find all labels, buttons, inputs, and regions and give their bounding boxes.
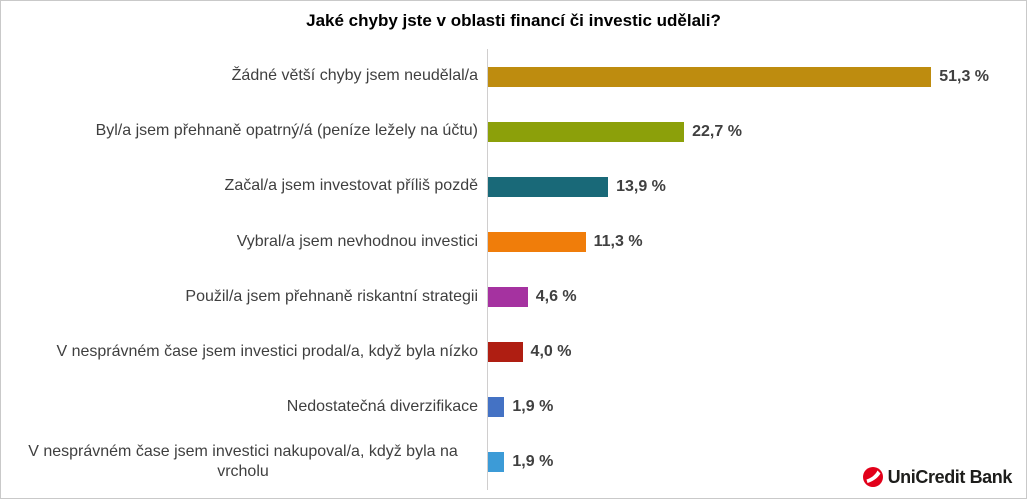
bar-zone: 11,3 %	[487, 214, 1026, 270]
bar	[488, 287, 528, 308]
category-label: Nedostatečná diverzifikace	[286, 397, 478, 415]
value-label: 4,6 %	[535, 288, 577, 306]
bar-row: Byl/a jsem přehnaně opatrný/á (peníze le…	[1, 104, 1026, 160]
value-label: 1,9 %	[512, 453, 554, 471]
bar-zone: 4,0 %	[487, 324, 1026, 380]
category-label: Byl/a jsem přehnaně opatrný/á (peníze le…	[95, 122, 478, 140]
category-cell: V nesprávném čase jsem investici nakupov…	[1, 442, 487, 484]
category-cell: Vybral/a jsem nevhodnou investici	[1, 232, 487, 253]
category-cell: Začal/a jsem investovat příliš pozdě	[1, 176, 487, 197]
value-label: 51,3 %	[939, 67, 990, 85]
bar-row: Vybral/a jsem nevhodnou investici 11,3 %	[1, 214, 1026, 270]
chart-title: Jaké chyby jste v oblasti financí či inv…	[306, 11, 721, 30]
bar	[488, 66, 932, 87]
bar-zone: 22,7 %	[487, 104, 1026, 160]
bar-zone: 1,9 %	[487, 379, 1026, 435]
bar	[488, 121, 685, 142]
category-cell: Nedostatečná diverzifikace	[1, 397, 487, 418]
bar-zone: 4,6 %	[487, 269, 1026, 325]
bar-row: Začal/a jsem investovat příliš pozdě 13,9…	[1, 159, 1026, 215]
bar-zone: 51,3 %	[487, 49, 1026, 105]
bar-rows: Žádné větší chyby jsem neudělal/a 51,3 % B…	[1, 49, 1026, 490]
bar-row: Nedostatečná diverzifikace 1,9 %	[1, 379, 1026, 435]
value-label: 11,3 %	[593, 232, 643, 250]
unicredit-logo-text: UniCredit Bank	[887, 466, 1013, 487]
value-label: 13,9 %	[616, 177, 666, 195]
category-cell: Žádné větší chyby jsem neudělal/a	[1, 66, 487, 87]
category-label: Začal/a jsem investovat příliš pozdě	[224, 177, 478, 195]
category-cell: Byl/a jsem přehnaně opatrný/á (peníze le…	[1, 121, 487, 142]
bar	[488, 342, 523, 363]
bar-row: V nesprávném čase jsem investici prodal/…	[1, 324, 1026, 380]
category-cell: Použil/a jsem přehnaně riskantní strateg…	[1, 287, 487, 308]
category-label: Vybral/a jsem nevhodnou investici	[236, 232, 478, 250]
bar	[488, 176, 609, 197]
unicredit-logo-icon	[862, 467, 883, 487]
value-label: 4,0 %	[530, 343, 572, 361]
bar	[488, 231, 586, 252]
category-label: V nesprávném čase jsem investici prodal/…	[56, 342, 478, 360]
value-label: 22,7 %	[692, 122, 742, 140]
bar	[488, 452, 505, 473]
bar-row: Použil/a jsem přehnaně riskantní strateg…	[1, 269, 1026, 325]
category-label: V nesprávném čase jsem investici nakupov…	[28, 442, 458, 481]
bar-row: V nesprávném čase jsem investici nakupov…	[1, 434, 1026, 490]
bar-zone: 13,9 %	[487, 159, 1026, 215]
bar-row: Žádné větší chyby jsem neudělal/a 51,3 %	[1, 49, 1026, 105]
category-label: Použil/a jsem přehnaně riskantní strateg…	[185, 287, 478, 305]
value-label: 1,9 %	[512, 398, 554, 416]
category-cell: V nesprávném čase jsem investici prodal/…	[1, 342, 487, 363]
unicredit-logo: UniCredit Bank	[862, 466, 1012, 488]
bar-zone: 1,9 %	[487, 434, 1026, 490]
bar	[488, 397, 505, 418]
category-label: Žádné větší chyby jsem neudělal/a	[231, 67, 478, 85]
